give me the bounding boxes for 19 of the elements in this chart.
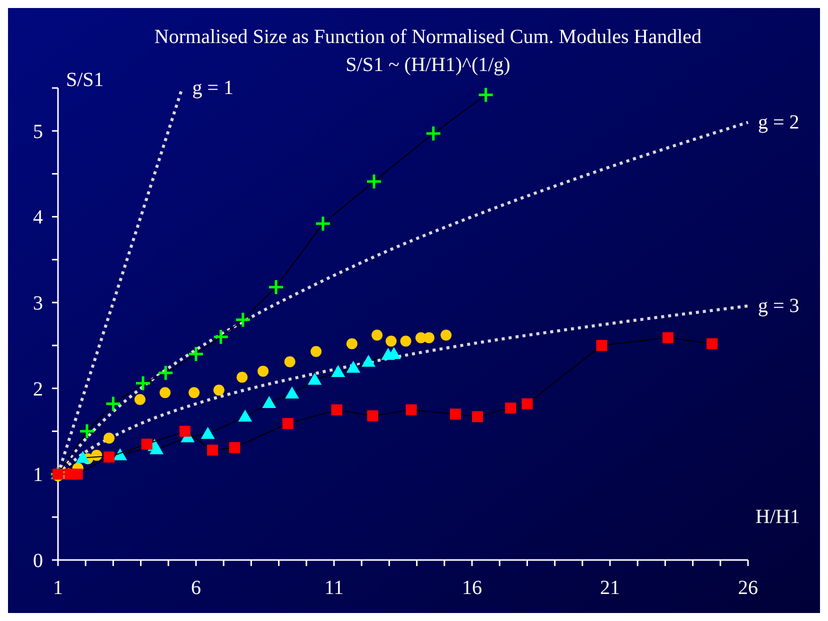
x-tick-label: 11	[324, 577, 344, 599]
y-tick-label: 1	[33, 464, 43, 486]
x-tick-label: 6	[191, 577, 201, 599]
y-tick-label: 3	[33, 292, 43, 315]
x-tick-label: 26	[738, 577, 758, 599]
series-label: g = 1	[192, 77, 234, 99]
x-tick-label: 1	[53, 577, 63, 599]
chart-title: Normalised Size as Function of Normalised Cum. Modules Handled	[154, 26, 702, 48]
y-tick-label: 4	[33, 206, 43, 229]
series-label: g = 3	[758, 294, 800, 317]
x-tick-label: 21	[600, 577, 620, 599]
series-label: g = 2	[758, 111, 800, 134]
y-axis-title: S/S1	[66, 69, 104, 91]
x-axis-title: H/H1	[756, 506, 800, 528]
y-tick-label: 2	[33, 378, 43, 400]
chart-subtitle: S/S1 ~ (H/H1)^(1/g)	[346, 54, 510, 76]
x-tick-label: 16	[462, 577, 482, 599]
y-tick-label: 5	[33, 120, 43, 143]
y-tick-label: 0	[33, 550, 43, 572]
